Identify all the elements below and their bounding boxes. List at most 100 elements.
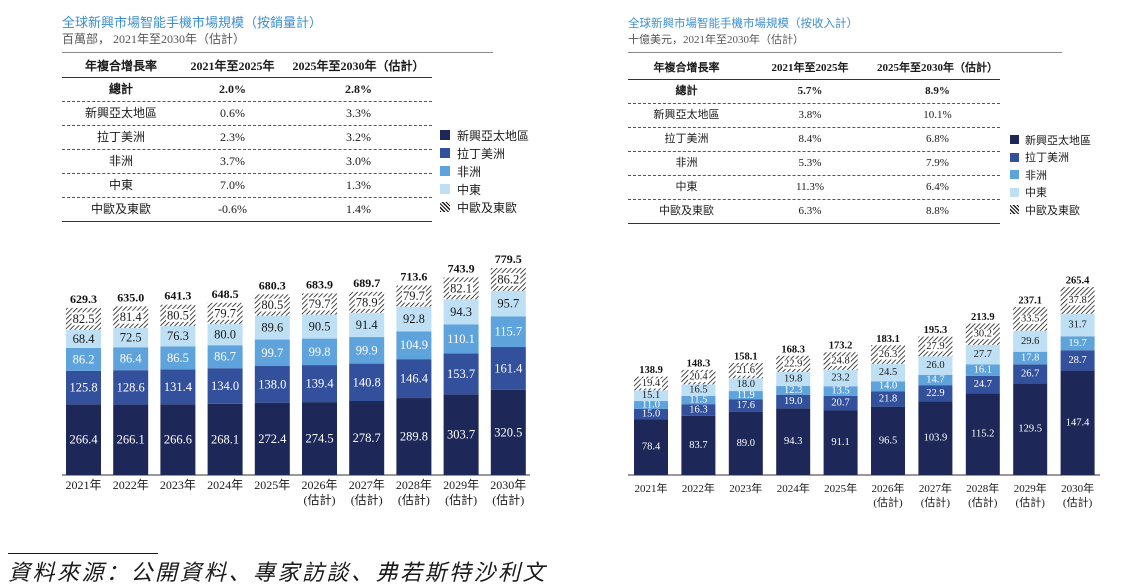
cagr-region-cell: 非洲 (675, 157, 698, 169)
bar-segment (634, 390, 668, 402)
x-tick-label: 2023年 (160, 478, 196, 492)
segment-value-label: 86.5 (167, 351, 189, 365)
cagr-value-cell: -0.6% (218, 202, 247, 216)
segment-value-label: 21.8 (879, 393, 897, 404)
x-tick-label: 2021年 (635, 481, 668, 495)
segment-value-label: 76.3 (167, 329, 189, 343)
bar-stack: 96.5 21.814.0 24.5 26.3 183.1 (871, 334, 905, 475)
cagr-header-cell: 年複合增長率 (653, 62, 720, 74)
bar-segment (823, 386, 858, 396)
bar-segment (728, 391, 763, 400)
segment-value-label: 86.2 (73, 352, 95, 366)
segment-label-background (640, 378, 662, 389)
x-tick-label: 2022年 (113, 478, 149, 492)
cagr-value-cell: 0.6% (220, 106, 245, 120)
cagr-table-row: 中東 11.3% 6.4% (628, 176, 1000, 200)
bar-segment (728, 411, 763, 475)
segment-value-label: 278.7 (353, 431, 381, 445)
segment-value-label: 110.1 (447, 332, 475, 346)
cagr-value-cell: 11.3% (795, 181, 824, 193)
segment-value-label: 80.5 (261, 298, 283, 312)
bar-stack: 266.4 125.8 86.2 68.4 82.5 629.3 (66, 292, 101, 475)
segment-value-label: 131.4 (164, 380, 193, 394)
segment-value-label: 80.5 (167, 308, 189, 322)
bar-segment (965, 393, 1000, 475)
segment-label-background (830, 356, 851, 367)
bar-segment (443, 324, 479, 354)
cagr-region-cell: 總計 (108, 82, 133, 96)
x-tick-label: 2023年 (729, 481, 762, 495)
segment-value-label: 17.8 (1021, 353, 1039, 364)
revenue-legend: 新興亞太地區 拉丁美洲 非洲 中東 中歐及東歐 (1010, 131, 1091, 219)
bar-stack: 147.4 28.7 19.7 31.7 37.8 265.4 (1060, 276, 1095, 475)
cagr-region-cell: 中東 (108, 178, 133, 192)
bar-segment (443, 299, 479, 325)
legend-swatch (440, 130, 450, 140)
legend-item: 非洲 (440, 162, 529, 180)
segment-value-label: 89.0 (737, 438, 755, 449)
segment-value-label: 19.8 (784, 374, 802, 385)
bar-total-label: 237.1 (1018, 296, 1042, 307)
bar-total-label: 183.1 (876, 334, 900, 345)
cagr-value-cell: 5.3% (798, 157, 822, 169)
segment-label-background (354, 295, 379, 309)
bar-segment (681, 415, 716, 475)
x-tick-label: 2025年 (824, 481, 857, 495)
segment-label-background (307, 297, 332, 311)
legend-item: 拉丁美洲 (440, 144, 529, 162)
legend-label: 拉丁美洲 (1025, 152, 1069, 165)
segment-value-label: 29.6 (1021, 336, 1039, 347)
segment-value-label: 27.9 (926, 341, 944, 352)
segment-label-background (972, 329, 993, 340)
legend-swatch (1010, 170, 1019, 180)
bar-segment (207, 323, 243, 346)
cagr-region-cell: 中歐及東歐 (659, 205, 714, 217)
segment-value-label: 79.7 (403, 289, 425, 303)
cagr-region-cell: 中歐及東歐 (90, 202, 151, 216)
bar-total-label: 713.6 (400, 270, 427, 284)
legend-label: 新興亞太地區 (457, 128, 530, 143)
cagr-header-cell: 2021年至2025年 (771, 62, 849, 74)
cagr-header-cell: 2025年至2030年（估計） (292, 59, 425, 73)
bar-segment (113, 347, 149, 371)
bar-segment (776, 394, 811, 409)
segment-value-label: 23.2 (831, 373, 849, 384)
cagr-value-cell: 3.0% (346, 154, 371, 168)
legend-label: 非洲 (1025, 169, 1047, 182)
segment-value-label: 92.8 (403, 312, 425, 326)
x-tick-label: 2026年 (301, 478, 337, 492)
segment-value-label: 320.5 (494, 425, 522, 439)
bar-stack: 289.8 146.4 104.9 92.8 79.7 713.6 (396, 270, 432, 475)
bar-segment (965, 375, 1000, 394)
segment-value-label: 80.0 (214, 328, 236, 342)
bar-segment (776, 408, 811, 475)
bar-segment (1013, 383, 1048, 475)
bar-segment (681, 404, 716, 416)
segment-value-label: 103.9 (924, 433, 948, 444)
legend-item: 中東 (440, 180, 529, 198)
bar-segment (634, 419, 668, 475)
legend-label: 新興亞太地區 (1025, 134, 1091, 147)
segment-value-label: 99.7 (261, 346, 283, 360)
bar-segment (302, 365, 337, 403)
cagr-table-row: 非洲 3.7% 3.0% (62, 150, 432, 174)
cagr-table-row: 新興亞太地區 3.8% 10.1% (628, 104, 1000, 128)
x-tick-note: (估計) (492, 492, 524, 507)
bar-total-label: 689.7 (353, 276, 380, 290)
segment-value-label: 20.7 (831, 398, 849, 409)
bar-segment (396, 359, 432, 399)
x-tick-note: (估計) (873, 495, 903, 509)
bar-segment (1013, 351, 1048, 365)
segment-value-label: 99.8 (309, 345, 331, 359)
bar-segment (207, 345, 243, 369)
cagr-region-cell: 中東 (675, 181, 698, 193)
cagr-value-cell: 1.4% (346, 202, 371, 216)
volume-chart: 266.4 125.8 86.2 68.4 82.5 629.3 2021年 266.1 128… (62, 252, 530, 507)
bar-segment (443, 353, 479, 395)
x-tick-note: (估計) (304, 492, 336, 507)
legend-swatch (1010, 187, 1019, 197)
bar-segment (634, 408, 668, 420)
segment-value-label: 17.6 (737, 400, 755, 411)
bar-segment (349, 312, 385, 338)
